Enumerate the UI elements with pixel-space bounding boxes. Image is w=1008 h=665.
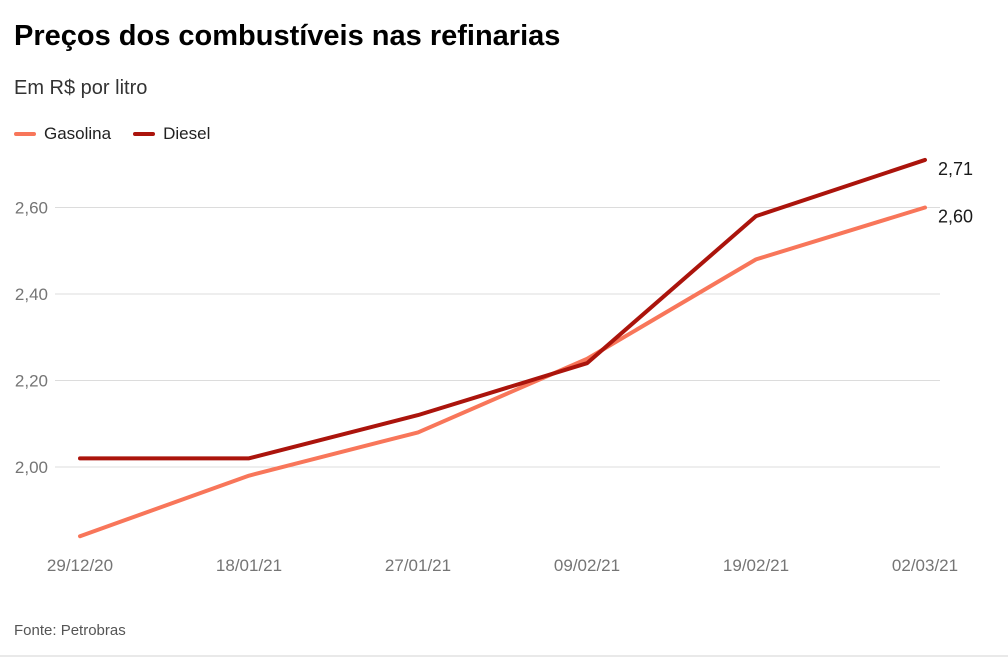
line-chart: 2,00 2,20 2,40 2,60 29/12/20 18/01/21 27/01/21… [0,140,1008,600]
y-axis-tick: 2,40 [15,285,48,304]
chart-subtitle: Em R$ por litro [14,77,148,99]
x-axis-tick: 27/01/21 [385,556,451,575]
legend-swatch-gasolina [14,132,36,136]
y-axis-tick: 2,00 [15,458,48,477]
x-axis-tick: 29/12/20 [47,556,113,575]
legend-swatch-diesel [133,132,156,136]
chart-title: Preços dos combustíveis nas refinarias [14,20,561,52]
y-axis-tick: 2,20 [15,372,48,391]
legend-label: Gasolina [44,124,112,143]
bottom-divider [0,655,1008,657]
y-axis-tick: 2,60 [15,199,48,218]
x-axis-tick: 09/02/21 [554,556,620,575]
chart-svg: 2,00 2,20 2,40 2,60 29/12/20 18/01/21 27/01/21… [15,157,973,575]
series-line-gasolina [78,205,927,539]
series-line-diesel [78,157,927,461]
end-value-label-gasolina: 2,60 [938,207,973,227]
x-axis-tick: 02/03/21 [892,556,958,575]
legend-item-diesel: Diesel [133,124,210,144]
legend: Gasolina Diesel [14,124,210,144]
x-axis-tick: 19/02/21 [723,556,789,575]
end-value-label-diesel: 2,71 [938,159,973,179]
source-note: Fonte: Petrobras [14,622,126,639]
legend-item-gasolina: Gasolina [14,124,111,144]
legend-label: Diesel [163,124,211,143]
x-axis-tick: 18/01/21 [216,556,282,575]
